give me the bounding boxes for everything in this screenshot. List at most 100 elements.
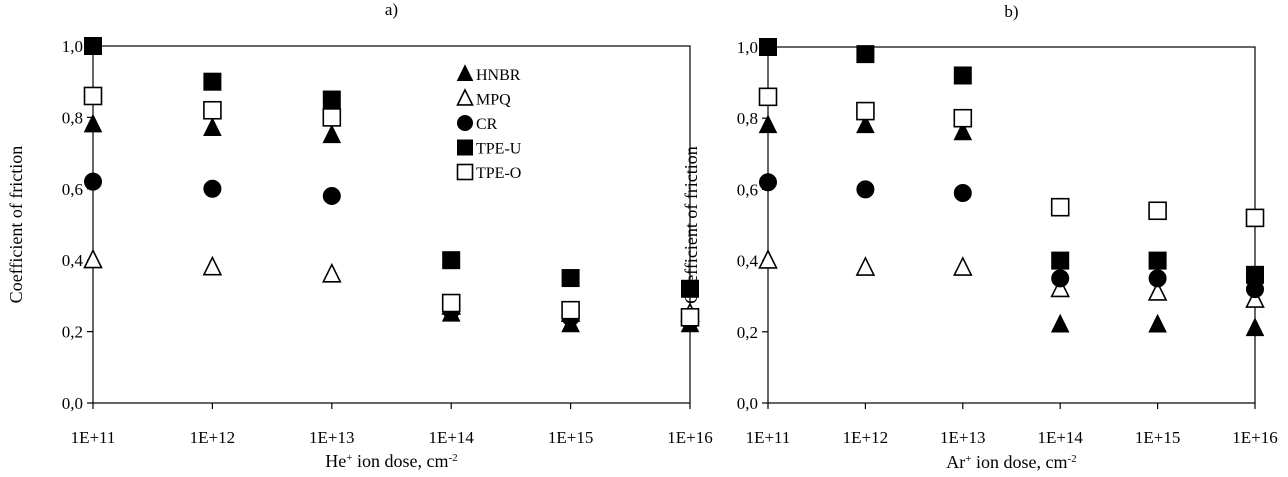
legend-label: MPQ [476,92,511,109]
panel-b-data-point [1050,277,1070,298]
panel-b-data-point [1051,269,1070,288]
panel-b-data-point [1148,201,1167,221]
panel-b-data-point [1050,313,1070,333]
panel-b-xtick-label: 1E+14 [1037,428,1083,447]
panel-a-plot-frame [92,45,691,404]
panel-a-data-point [680,308,700,327]
panel-a-panel-label: a) [385,0,398,19]
legend-label: HNBR [476,67,521,84]
legend-marker [456,88,474,106]
legend-label: TPE-U [476,141,522,158]
panel-a-data-point [203,179,222,198]
panel-a-data-point [322,90,341,109]
panel-b-xtick-label: 1E+16 [1232,428,1277,447]
legend-item: CR [457,115,498,133]
panel-b-data-point [1245,208,1265,228]
panel-b-data-point [758,87,778,107]
panel-b-data-point [1050,197,1070,217]
legend-label: CR [476,116,498,133]
panel-b-data-point [953,256,973,276]
panel-a-ytick-label: 0,4 [62,251,84,270]
legend-label: TPE-O [476,165,521,182]
panel-a-data-point [561,300,580,320]
panel-b-data-point [953,183,972,202]
panel-b-y-axis-title: Coefficient of friction [681,146,701,304]
panel-b-panel-label: b) [1004,2,1018,21]
panel-b-data-point [758,114,778,134]
panel-b-xtick-label: 1E+12 [843,428,888,447]
panel-a-data-point [203,100,222,120]
panel-b-data-point [953,108,973,128]
panel-a-xtick-label: 1E+16 [667,428,712,447]
panel-a-series-circle-filled [84,172,699,330]
legend-marker [457,139,473,156]
panel-a-chart: 0,0 0,2 0,4 0,6 0,8 1,0 1E+11 1E+12 1E+13 1E+14 1E… [6,0,713,471]
panel-a-data-point [203,72,222,91]
panel-b-ytick-label: 0,2 [737,323,758,342]
panel-a-data-point [83,248,103,269]
panel-a-data-point [202,255,223,276]
panel-a-data-point [322,124,342,144]
panel-a-data-point [84,37,102,55]
panel-a-y-axis-title: Coefficient of friction [6,146,26,304]
panel-b-data-point [758,249,778,269]
panel-b-data-point [1148,269,1167,288]
panel-a-series-triangle-filled [83,113,700,333]
legend-marker [457,115,473,131]
panel-a-data-point [83,113,103,133]
panel-a-data-point [561,269,580,288]
panel-b-data-point [1245,288,1265,308]
panel-b-data-point [856,114,875,134]
panel-a-xtick-label: 1E+15 [548,428,593,447]
panel-b-data-point [856,101,875,121]
panel-a-ytick-label: 0,0 [62,394,83,413]
panel-b-series-square-open [758,87,1265,228]
legend-item: HNBR [456,64,521,84]
panel-b-data-point [759,173,777,192]
panel-a-xtick-label: 1E+13 [309,428,354,447]
legend-marker [456,64,474,81]
panel-a-data-point [322,186,341,205]
panel-a-xtick-label: 1E+14 [428,428,474,447]
panel-b-series-square-filled [759,38,1264,284]
panel-a-ytick-label: 0,2 [62,323,83,342]
panel-a-data-point [322,262,342,283]
panel-b-data-point [759,38,777,56]
panel-b-ytick-label: 0,8 [737,109,758,128]
panel-b-xtick-label: 1E+15 [1135,428,1180,447]
legend-item: TPE-O [456,163,521,182]
panel-a-series-triangle-open [83,248,700,322]
panel-b-xtick-label: 1E+13 [940,428,985,447]
panel-a-ytick-label: 1,0 [62,37,83,56]
legend-item: MPQ [456,88,511,109]
panel-a-legend: HNBR MPQ CR TPE-U TPE-O [456,64,522,182]
legend-item: TPE-U [457,139,522,158]
panel-b-ytick-label: 0,0 [737,394,758,413]
panel-a-data-point [322,108,342,127]
panel-b-data-point [1148,251,1167,270]
panel-a-data-point [203,117,222,136]
panel-a-data-point [681,279,699,298]
panel-b-plot-frame [767,46,1256,404]
panel-b-series-triangle-open [758,249,1265,308]
panel-b-data-point [855,256,876,276]
panel-b-xtick-label: 1E+11 [746,428,791,447]
panel-b-ytick-label: 0,4 [737,252,759,271]
panel-b-data-point [1246,265,1264,284]
panel-b-data-point [1148,313,1167,333]
panel-b-data-point [856,45,875,64]
panel-a-data-point [442,251,461,270]
panel-a-data-point [84,172,102,191]
panel-b-chart: 0,0 0,2 0,4 0,6 0,8 1,0 1E+11 1E+12 1E+13 1E+14 1E… [681,2,1278,472]
panel-b-ytick-label: 1,0 [737,38,758,57]
panel-a-xtick-label: 1E+11 [71,428,116,447]
legend-marker [456,163,474,181]
panel-a-ytick-label: 0,8 [62,108,83,127]
panel-b-ytick-label: 0,6 [737,180,758,199]
panel-b-data-point [856,180,875,199]
panel-a-series-square-filled [84,37,699,298]
panel-a-ytick-label: 0,6 [62,180,83,199]
panel-a-xtick-label: 1E+12 [190,428,235,447]
panel-a-series-square-open [83,86,700,327]
panel-a-data-point [441,293,461,313]
